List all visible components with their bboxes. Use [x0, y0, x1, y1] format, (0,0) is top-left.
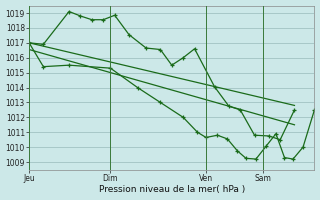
X-axis label: Pression niveau de la mer( hPa ): Pression niveau de la mer( hPa )	[99, 185, 245, 194]
